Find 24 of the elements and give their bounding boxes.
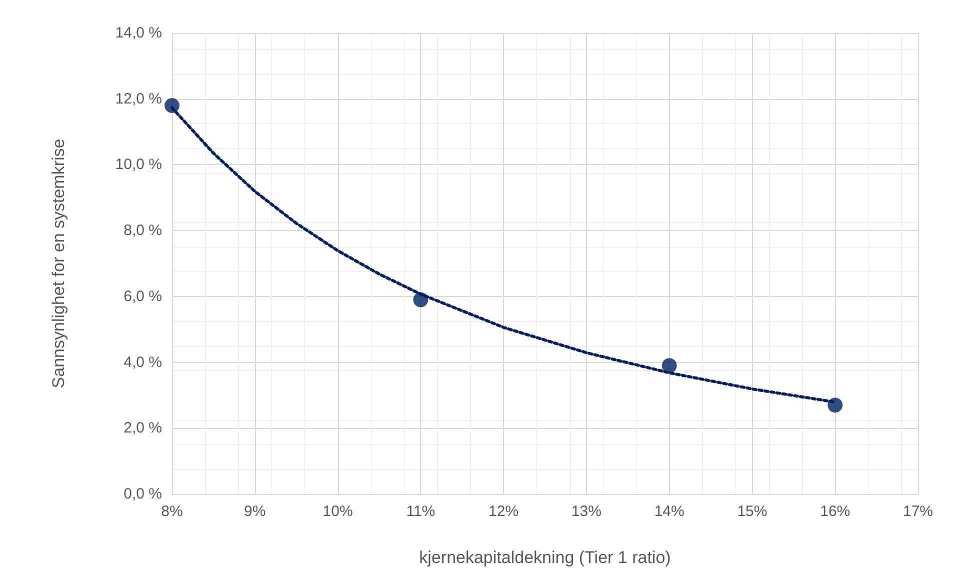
x-tick-label: 15% [737,503,768,520]
x-tick-label: 16% [820,503,850,520]
y-tick-label: 14,0 % [115,24,162,42]
point [413,292,428,308]
y-tick-label: 10,0 % [115,156,162,174]
point [828,398,843,413]
point [662,358,677,374]
x-tick-label: 12% [488,503,519,520]
x-axis-title: kjernekapitaldekning (Tier 1 ratio) [419,548,671,567]
y-tick-label: 0,0 % [124,486,162,502]
x-tick-label: 10% [322,503,353,520]
y-tick-label: 6,0 % [124,288,162,305]
y-axis-title: Sannsynlighet for en systemkrise [49,138,68,388]
x-tick-label: 11% [406,503,436,520]
x-tick-label: 9% [244,503,266,520]
x-tick-label: 14% [654,503,684,520]
x-tick-label: 13% [571,503,602,520]
point [164,98,180,113]
x-tick-label: 8% [161,503,183,520]
x-tick-label: 17% [902,503,934,520]
y-tick-label: 4,0 % [124,354,162,371]
y-tick-label: 8,0 % [124,222,162,240]
y-tick-label: 2,0 % [124,420,162,437]
y-tick-label: 12,0 % [115,90,162,108]
